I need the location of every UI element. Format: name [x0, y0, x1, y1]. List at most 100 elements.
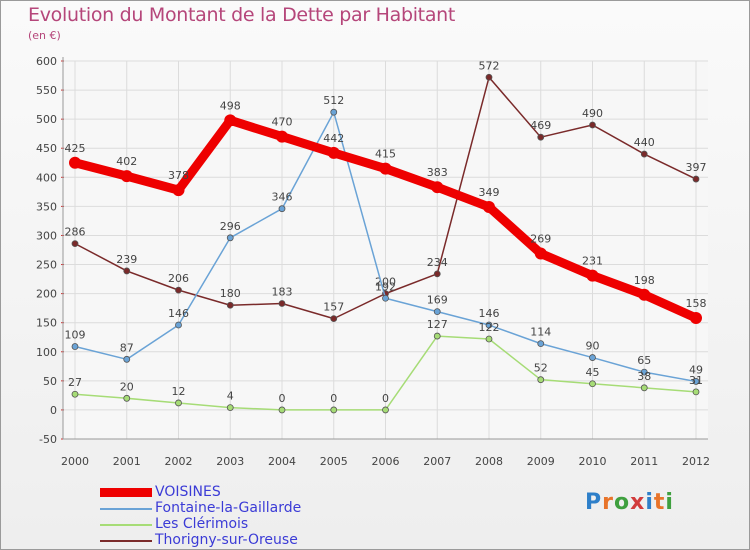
data-point-fontaine-la-gaillarde	[71, 343, 79, 350]
data-point-voisines	[224, 114, 237, 127]
data-point-thorigny-sur-oreuse	[485, 73, 493, 81]
data-point-les-cl-rimois	[226, 404, 234, 411]
data-label-voisines: 269	[530, 232, 551, 245]
legend-swatch	[100, 524, 152, 526]
data-label-fontaine-la-gaillarde: 49	[689, 363, 703, 376]
data-label-voisines: 470	[272, 116, 293, 129]
x-tick-label: 2011	[630, 455, 658, 468]
x-tick-label: 2004	[268, 455, 296, 468]
data-label-les-cl-rimois: 31	[689, 374, 703, 387]
legend-item-fontaine-la-gaillarde: Fontaine-la-Gaillarde	[100, 500, 400, 516]
data-label-thorigny-sur-oreuse: 157	[323, 301, 344, 314]
data-label-voisines: 349	[479, 186, 500, 199]
legend-swatch	[100, 508, 152, 510]
x-tick-label: 2008	[475, 455, 503, 468]
data-point-voisines	[172, 184, 185, 197]
data-point-les-cl-rimois	[589, 380, 596, 388]
data-point-thorigny-sur-oreuse	[433, 270, 441, 278]
data-point-thorigny-sur-oreuse	[278, 300, 286, 307]
data-label-fontaine-la-gaillarde: 87	[120, 341, 134, 354]
data-point-les-cl-rimois	[123, 394, 131, 402]
data-point-les-cl-rimois	[71, 390, 79, 398]
x-tick-label: 2001	[113, 455, 141, 468]
data-label-les-cl-rimois: 127	[427, 318, 448, 331]
data-label-fontaine-la-gaillarde: 192	[375, 280, 396, 293]
x-tick-label: 2006	[372, 455, 400, 468]
data-label-les-cl-rimois: 27	[68, 376, 82, 389]
data-label-fontaine-la-gaillarde: 169	[427, 294, 448, 307]
data-point-voisines	[327, 146, 340, 159]
legend-item-voisines: VOISINES	[100, 484, 400, 500]
y-tick-label: 600	[36, 55, 57, 68]
data-label-fontaine-la-gaillarde: 114	[530, 326, 551, 339]
data-point-fontaine-la-gaillarde	[692, 378, 700, 385]
data-point-voisines	[483, 200, 495, 213]
data-point-thorigny-sur-oreuse	[71, 240, 79, 248]
data-point-voisines	[431, 181, 444, 194]
data-label-les-cl-rimois: 52	[534, 362, 548, 375]
y-tick-label: 100	[36, 346, 57, 359]
y-tick-label: 550	[36, 84, 57, 97]
data-label-voisines: 415	[375, 148, 396, 161]
data-point-les-cl-rimois	[485, 335, 493, 343]
data-label-fontaine-la-gaillarde: 512	[323, 94, 344, 107]
data-point-fontaine-la-gaillarde	[537, 340, 545, 348]
data-point-les-cl-rimois	[537, 376, 545, 384]
data-point-voisines	[379, 162, 392, 175]
y-tick-label: 350	[36, 200, 57, 213]
data-point-fontaine-la-gaillarde	[175, 321, 182, 329]
y-tick-label: 450	[36, 142, 57, 155]
legend-swatch	[100, 540, 152, 542]
data-label-fontaine-la-gaillarde: 296	[220, 220, 241, 233]
y-tick-label: 500	[36, 113, 57, 126]
data-point-thorigny-sur-oreuse	[330, 315, 338, 323]
data-label-fontaine-la-gaillarde: 65	[637, 354, 651, 367]
legend-label: Thorigny-sur-Oreuse	[155, 532, 298, 548]
data-point-voisines	[120, 170, 133, 183]
data-point-fontaine-la-gaillarde	[382, 294, 389, 302]
y-tick-label: 400	[36, 171, 57, 184]
data-label-voisines: 378	[168, 169, 189, 182]
data-point-fontaine-la-gaillarde	[589, 354, 596, 361]
data-label-voisines: 442	[323, 132, 344, 145]
data-label-voisines: 498	[220, 99, 241, 112]
data-label-les-cl-rimois: 45	[586, 366, 600, 379]
data-label-fontaine-la-gaillarde: 146	[479, 307, 500, 320]
data-label-les-cl-rimois: 20	[120, 380, 134, 393]
data-point-fontaine-la-gaillarde	[433, 308, 441, 316]
data-point-les-cl-rimois	[330, 406, 338, 414]
data-label-thorigny-sur-oreuse: 234	[427, 256, 448, 269]
data-point-fontaine-la-gaillarde	[226, 234, 234, 242]
data-point-thorigny-sur-oreuse	[537, 133, 545, 141]
y-tick-label: 250	[36, 259, 57, 272]
y-tick-label: -50	[39, 433, 57, 446]
data-label-thorigny-sur-oreuse: 440	[634, 136, 655, 149]
x-tick-label: 2007	[423, 455, 451, 468]
data-label-thorigny-sur-oreuse: 239	[116, 253, 137, 266]
y-tick-label: 0	[50, 404, 57, 417]
data-label-voisines: 383	[427, 166, 448, 179]
data-point-thorigny-sur-oreuse	[123, 267, 131, 275]
x-tick-label: 2010	[579, 455, 607, 468]
data-point-voisines	[638, 288, 651, 301]
data-point-fontaine-la-gaillarde	[278, 205, 286, 213]
data-label-les-cl-rimois: 122	[479, 321, 500, 334]
data-label-les-cl-rimois: 38	[637, 370, 651, 383]
data-label-fontaine-la-gaillarde: 346	[272, 191, 293, 204]
x-tick-label: 2009	[527, 455, 555, 468]
data-label-les-cl-rimois: 0	[330, 392, 337, 405]
x-tick-label: 2003	[216, 455, 244, 468]
data-point-les-cl-rimois	[175, 399, 182, 407]
data-label-fontaine-la-gaillarde: 90	[586, 340, 600, 353]
data-point-thorigny-sur-oreuse	[226, 301, 234, 309]
legend-item-thorigny-sur-oreuse: Thorigny-sur-Oreuse	[100, 532, 400, 548]
data-point-thorigny-sur-oreuse	[589, 121, 596, 129]
data-label-voisines: 425	[65, 142, 86, 155]
data-point-fontaine-la-gaillarde	[123, 355, 131, 363]
data-label-voisines: 198	[634, 274, 655, 287]
data-label-voisines: 402	[116, 155, 137, 168]
data-point-thorigny-sur-oreuse	[175, 286, 182, 294]
data-point-voisines	[690, 312, 702, 325]
proxiti-logo: Proxiti	[585, 490, 674, 515]
data-label-fontaine-la-gaillarde: 146	[168, 307, 189, 320]
